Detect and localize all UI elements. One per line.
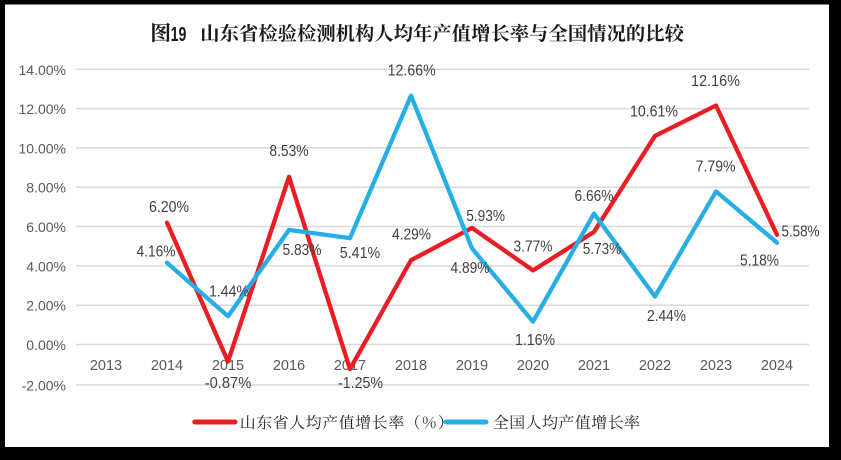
svg-text:4.89%: 4.89%	[451, 260, 490, 277]
svg-text:4.00%: 4.00%	[26, 258, 66, 274]
svg-text:1.44%: 1.44%	[209, 283, 249, 300]
svg-text:6.66%: 6.66%	[575, 188, 614, 205]
svg-text:8.00%: 8.00%	[26, 180, 66, 196]
svg-text:1.16%: 1.16%	[515, 332, 555, 349]
svg-text:5.93%: 5.93%	[466, 208, 505, 225]
svg-text:2014: 2014	[151, 358, 183, 374]
svg-text:6.20%: 6.20%	[149, 199, 189, 216]
svg-text:4.29%: 4.29%	[392, 226, 431, 243]
svg-text:2016: 2016	[273, 358, 305, 374]
svg-text:5.73%: 5.73%	[583, 241, 622, 258]
svg-text:2024: 2024	[761, 358, 793, 374]
svg-text:2.44%: 2.44%	[647, 308, 686, 325]
svg-text:2021: 2021	[578, 358, 610, 374]
svg-text:2018: 2018	[395, 358, 427, 374]
svg-text:19: 19	[171, 24, 187, 46]
svg-text:2020: 2020	[517, 358, 549, 374]
svg-text:8.53%: 8.53%	[269, 143, 308, 160]
svg-text:12.00%: 12.00%	[19, 101, 66, 117]
svg-text:-2.00%: -2.00%	[22, 377, 66, 393]
svg-text:5.41%: 5.41%	[340, 245, 381, 262]
svg-text:2013: 2013	[90, 358, 122, 374]
svg-text:10.00%: 10.00%	[19, 140, 66, 156]
svg-text:10.61%: 10.61%	[630, 103, 678, 120]
svg-text:7.79%: 7.79%	[696, 158, 736, 175]
svg-text:4.16%: 4.16%	[137, 243, 176, 260]
svg-text:2.00%: 2.00%	[26, 298, 66, 314]
svg-text:5.58%: 5.58%	[782, 223, 820, 240]
svg-text:6.00%: 6.00%	[26, 219, 66, 235]
svg-text:2022: 2022	[639, 358, 671, 374]
svg-text:0.00%: 0.00%	[26, 337, 66, 353]
svg-text:12.66%: 12.66%	[388, 62, 436, 79]
svg-text:-0.87%: -0.87%	[205, 375, 252, 392]
svg-text:12.16%: 12.16%	[691, 73, 740, 90]
svg-text:2015: 2015	[212, 358, 244, 374]
svg-text:5.83%: 5.83%	[282, 242, 321, 259]
svg-text:-1.25%: -1.25%	[338, 375, 383, 392]
svg-text:5.18%: 5.18%	[740, 252, 779, 269]
svg-text:14.00%: 14.00%	[19, 62, 66, 78]
svg-text:2019: 2019	[456, 358, 488, 374]
svg-text:3.77%: 3.77%	[514, 238, 553, 255]
svg-text:2023: 2023	[700, 358, 732, 374]
